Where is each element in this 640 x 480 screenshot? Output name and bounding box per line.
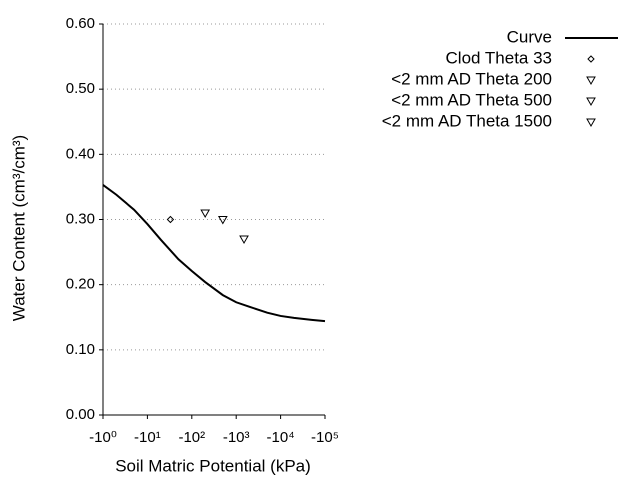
legend-label: <2 mm AD Theta 1500 (382, 111, 552, 130)
y-tick-label: 0.10 (66, 341, 95, 358)
x-axis-label: Soil Matric Potential (kPa) (115, 456, 311, 475)
y-tick-label: 0.00 (66, 406, 95, 423)
y-tick-label: 0.50 (66, 80, 95, 97)
legend-label: <2 mm AD Theta 200 (391, 69, 552, 88)
x-tick-label: -10⁵ (311, 429, 339, 446)
marker (200, 209, 211, 218)
marker (217, 216, 228, 225)
legend-marker (586, 76, 596, 86)
x-tick-label: -10³ (223, 429, 250, 446)
legend-label: Curve (507, 27, 552, 46)
y-tick-label: 0.20 (66, 276, 95, 293)
marker (166, 215, 175, 224)
y-tick-label: 0.30 (66, 210, 95, 227)
x-tick-label: -10⁰ (89, 429, 117, 446)
legend-marker (586, 118, 596, 128)
legend-label: Clod Theta 33 (446, 48, 552, 67)
x-tick-label: -10⁴ (267, 429, 295, 446)
marker (239, 235, 249, 245)
y-axis-label: Water Content (cm³/cm³) (9, 135, 28, 321)
y-tick-label: 0.60 (66, 15, 95, 32)
legend-label: <2 mm AD Theta 500 (391, 90, 552, 109)
curve-line (102, 184, 326, 323)
legend-marker (586, 97, 596, 107)
x-tick-label: -10² (178, 429, 205, 446)
legend-marker (587, 55, 595, 63)
y-tick-label: 0.40 (66, 145, 95, 162)
x-tick-label: -10¹ (134, 429, 161, 446)
